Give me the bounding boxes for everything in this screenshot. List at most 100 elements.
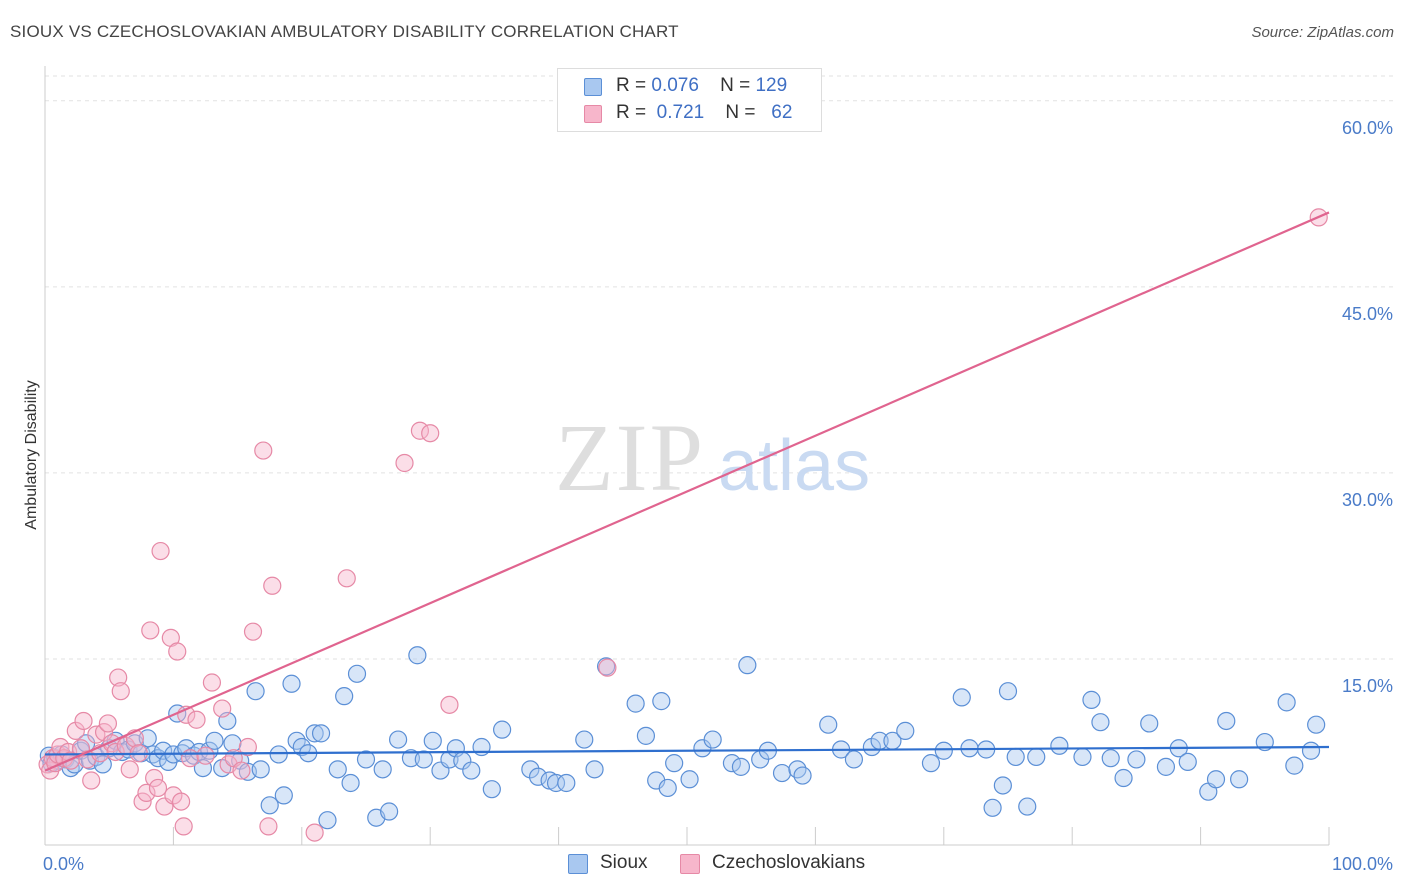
y-tick-label: 30.0% <box>1342 490 1393 510</box>
sioux-point <box>993 776 1012 795</box>
sioux-point <box>585 760 604 779</box>
sioux-point <box>328 760 347 779</box>
czech-point <box>111 682 130 701</box>
sioux-point <box>251 760 270 779</box>
bottom-legend-swatch-czech <box>680 854 700 874</box>
sioux-point <box>246 682 265 701</box>
sioux-point <box>1127 750 1146 769</box>
sioux-point <box>703 730 722 749</box>
sioux-point <box>380 802 399 821</box>
sioux-point <box>423 731 442 750</box>
trend-lines <box>44 211 1330 772</box>
legend-r-value: 0.076 <box>651 75 699 96</box>
czech-point <box>98 714 118 733</box>
czech-point <box>74 711 93 731</box>
sioux-point <box>680 770 699 789</box>
sioux-point <box>311 724 331 743</box>
czech-point <box>598 658 617 677</box>
czech-point <box>305 823 324 842</box>
sioux-point <box>440 750 459 769</box>
sioux-point <box>414 750 433 769</box>
sioux-point <box>1277 693 1296 712</box>
czech-point <box>168 642 187 661</box>
chart-title: SIOUX VS CZECHOSLOVAKIAN AMBULATORY DISA… <box>10 22 679 41</box>
sioux-points <box>39 646 1326 830</box>
tick-labels: 15.0% 30.0% 45.0% 60.0% 0.0% 100.0% <box>43 118 1393 874</box>
sioux-point <box>636 726 656 745</box>
legend-n-value: 129 <box>755 75 788 96</box>
czech-point <box>213 699 232 718</box>
sioux-point <box>921 754 941 773</box>
sioux-point <box>138 729 157 748</box>
sioux-point <box>658 778 677 798</box>
legend-r-value: 0.721 <box>656 102 705 123</box>
sioux-point <box>1230 770 1249 789</box>
y-tick-label: 45.0% <box>1342 304 1393 324</box>
legend-r-label: R = <box>616 75 647 96</box>
sioux-point <box>1050 736 1069 755</box>
watermark: ZIP atlas <box>555 404 870 511</box>
czech-point <box>148 778 168 798</box>
sioux-point <box>934 741 953 760</box>
sioux-point <box>665 754 684 773</box>
sioux-point <box>597 657 616 676</box>
watermark-atlas: atlas <box>718 426 870 506</box>
sioux-point <box>1301 741 1321 760</box>
sioux-point <box>282 674 301 693</box>
sioux-point <box>1073 747 1092 767</box>
sioux-point <box>389 730 408 749</box>
sioux-point <box>521 760 540 779</box>
sioux-point <box>819 715 838 734</box>
y-tick-label: 60.0% <box>1342 118 1393 138</box>
czech-point <box>263 576 282 595</box>
sioux-point <box>1206 770 1226 789</box>
sioux-trend-line <box>44 745 1330 756</box>
czech-point <box>174 817 193 836</box>
sioux-point <box>373 760 392 779</box>
czech-point <box>172 792 191 811</box>
sioux-point <box>1217 711 1236 731</box>
czech-point <box>232 761 251 780</box>
legend-swatch-sioux <box>584 78 602 96</box>
czech-point <box>109 668 128 687</box>
legend-n-label: N = <box>725 102 756 123</box>
bottom-legend-label-czech: Czechoslovakians <box>712 852 866 873</box>
x-tick-label: 0.0% <box>43 854 84 874</box>
sioux-point <box>772 763 792 783</box>
sioux-point <box>1006 747 1025 767</box>
stats-legend: R = 0.076 N = 129 R = 0.721 N = 62 <box>557 68 822 132</box>
czech-point <box>421 424 440 443</box>
legend-swatch-czech <box>584 105 602 123</box>
czech-point <box>137 783 156 803</box>
legend-r-label: R = <box>616 102 647 123</box>
sioux-point <box>722 754 742 773</box>
czech-point <box>66 721 85 740</box>
sioux-point <box>154 741 173 760</box>
legend-text-czech: R = 0.721 N = 62 <box>616 102 792 124</box>
czech-point <box>243 622 263 641</box>
sioux-point <box>1140 714 1159 733</box>
czech-trend-line <box>44 211 1330 772</box>
y-tick-label: 15.0% <box>1342 676 1393 696</box>
bottom-legend-swatch-sioux <box>568 854 588 874</box>
sioux-point <box>274 786 293 805</box>
sioux-point <box>738 656 757 675</box>
sioux-point <box>269 745 288 764</box>
sioux-point <box>844 750 864 769</box>
sioux-point <box>952 688 971 707</box>
bottom-legend-label-sioux: Sioux <box>600 852 648 873</box>
sioux-point <box>408 646 427 665</box>
grid-lines <box>45 75 1394 660</box>
czech-point <box>337 569 356 588</box>
czech-point <box>259 817 278 836</box>
czech-point <box>395 453 414 473</box>
sioux-point <box>305 724 324 743</box>
legend-n-value: 62 <box>771 102 793 123</box>
sioux-point <box>626 694 645 713</box>
sioux-point <box>1018 797 1037 816</box>
czech-point <box>196 746 215 765</box>
czech-point <box>145 768 164 788</box>
sioux-point <box>998 682 1018 701</box>
sioux-point <box>652 692 671 711</box>
sioux-point <box>575 730 594 749</box>
